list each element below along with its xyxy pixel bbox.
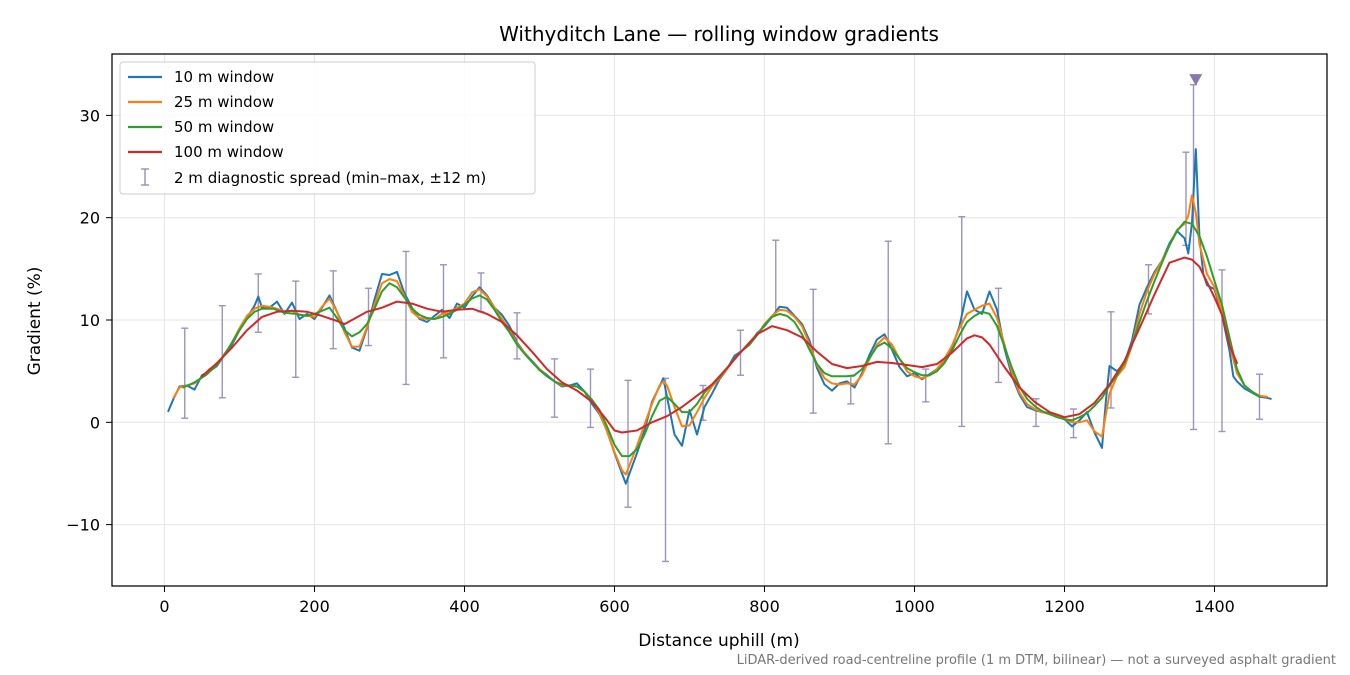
x-tick-label: 1200: [1044, 597, 1085, 616]
legend-label-25m: 25 m window: [174, 93, 274, 111]
errorbar: [995, 287, 1002, 384]
errorbar: [958, 215, 966, 428]
x-tick-label: 1000: [894, 597, 935, 616]
series-100m-line: [201, 256, 1238, 434]
x-tick-label: 400: [449, 597, 480, 616]
y-tick-label: −10: [66, 516, 100, 535]
legend-label-10m: 10 m window: [174, 68, 274, 86]
legend-swatch-errorbar: [141, 168, 149, 186]
errorbar: [181, 327, 189, 419]
errorbar: [365, 287, 372, 347]
x-tick-label: 200: [299, 597, 330, 616]
x-tick-label: 1400: [1194, 597, 1235, 616]
legend-box: [119, 61, 536, 195]
y-tick-label: 10: [80, 311, 100, 330]
peak-marker: [1189, 74, 1203, 86]
errorbar: [292, 280, 300, 378]
x-axis-label: Distance uphill (m): [638, 631, 799, 651]
errorbar: [624, 379, 632, 508]
plot-area: [167, 74, 1272, 563]
legend-label-50m: 50 m window: [174, 118, 274, 136]
legend-label-100m: 100 m window: [174, 143, 284, 161]
y-axis-label: Gradient (%): [25, 267, 45, 376]
y-tick-label: 30: [80, 106, 100, 125]
x-tick-label: 0: [159, 597, 169, 616]
legend: 10 m window 25 m window 50 m window 100 …: [119, 61, 536, 195]
errorbar: [1070, 408, 1077, 439]
errorbar-series: [181, 83, 1263, 563]
errorbar: [551, 358, 558, 418]
axes-ticks: 0 200 400 600 800 1000 1200 1400 −10 0 10 20 30: [66, 106, 1235, 616]
x-tick-label: 600: [599, 597, 630, 616]
errorbar: [218, 304, 226, 399]
y-tick-label: 20: [80, 209, 100, 228]
x-tick-label: 800: [749, 597, 780, 616]
errorbar: [329, 270, 337, 350]
errorbar: [1218, 269, 1226, 433]
footnote: LiDAR-derived road-centreline profile (1…: [737, 653, 1336, 668]
chart-title: Withyditch Lane — rolling window gradien…: [499, 22, 939, 46]
legend-label-errorbar: 2 m diagnostic spread (min–max, ±12 m): [174, 169, 486, 187]
errorbar: [402, 250, 410, 386]
y-tick-label: 0: [90, 413, 100, 432]
errorbar: [254, 273, 262, 333]
